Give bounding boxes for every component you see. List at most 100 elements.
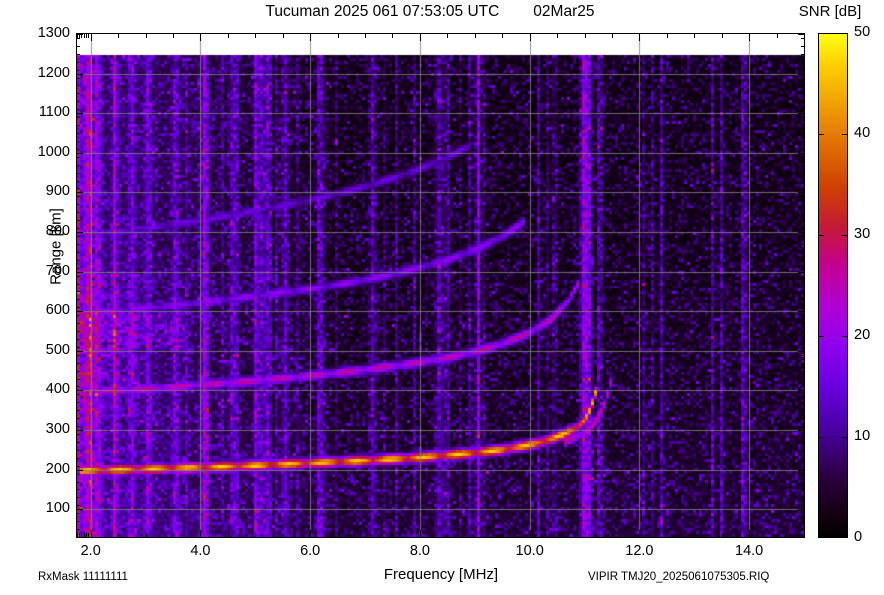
x-minor-tick: [392, 33, 394, 38]
x-minor-tick: [77, 33, 78, 38]
y-minor-tick: [76, 449, 80, 451]
x-minor-tick: [81, 33, 83, 38]
x-minor-tick: [474, 33, 476, 38]
y-minor-tick: [76, 101, 80, 103]
y-minor-tick: [801, 315, 805, 317]
colorbar-tick-label: 40: [854, 125, 871, 141]
x-minor-tick: [557, 33, 559, 38]
y-minor-tick: [76, 394, 80, 396]
y-minor-tick: [76, 212, 80, 214]
y-minor-tick: [801, 346, 805, 348]
y-minor-tick: [76, 370, 80, 372]
title-station-time: Tucuman 2025 061 07:53:05 UTC: [265, 3, 500, 20]
x-minor-tick: [118, 33, 120, 38]
x-minor-tick: [584, 33, 586, 38]
x-minor-tick: [804, 533, 805, 538]
y-minor-tick: [76, 259, 80, 261]
y-tick-mark: [76, 350, 83, 352]
x-minor-tick: [255, 33, 257, 38]
x-tick-mark: [749, 33, 751, 41]
y-minor-tick: [76, 386, 80, 388]
y-minor-tick: [76, 228, 80, 230]
y-minor-tick: [76, 362, 80, 364]
y-minor-tick: [76, 188, 80, 190]
colorbar-tick: [842, 437, 848, 438]
y-minor-tick: [801, 283, 805, 285]
y-minor-tick: [76, 85, 80, 87]
y-tick-label: 800: [45, 223, 70, 240]
y-minor-tick: [76, 513, 80, 515]
x-tick-mark: [90, 33, 92, 41]
y-minor-tick: [76, 37, 80, 39]
x-tick-mark: [310, 530, 312, 538]
y-minor-tick: [801, 69, 805, 71]
y-minor-tick: [76, 402, 80, 404]
y-tick-mark: [76, 509, 83, 511]
y-minor-tick: [801, 61, 805, 63]
y-tick-label: 900: [45, 183, 70, 200]
y-minor-tick: [76, 457, 80, 459]
y-minor-tick: [801, 125, 805, 127]
y-minor-tick: [76, 45, 80, 47]
y-minor-tick: [76, 307, 80, 309]
x-tick-mark: [529, 33, 531, 41]
y-minor-tick: [801, 354, 805, 356]
x-tick-label: 10.0: [515, 543, 544, 559]
x-minor-tick: [392, 533, 394, 538]
y-tick-mark: [798, 271, 805, 273]
y-minor-tick: [76, 93, 80, 95]
y-tick-mark: [76, 430, 83, 432]
x-axis-label: Frequency [MHz]: [383, 566, 499, 583]
ionogram-plot-area[interactable]: [76, 33, 805, 538]
x-tick-label: 14.0: [735, 543, 764, 559]
x-minor-tick: [337, 533, 339, 538]
y-tick-mark: [76, 469, 83, 471]
y-minor-tick: [801, 133, 805, 135]
x-minor-tick: [173, 33, 175, 38]
y-tick-mark: [798, 34, 805, 35]
x-tick-mark: [529, 530, 531, 538]
colorbar-title: SNR [dB]: [798, 3, 862, 20]
y-minor-tick: [76, 489, 80, 491]
x-tick-label: 8.0: [409, 543, 430, 559]
colorbar-tick: [842, 235, 848, 236]
x-minor-tick: [337, 33, 339, 38]
y-minor-tick: [801, 196, 805, 198]
y-tick-mark: [798, 152, 805, 154]
y-minor-tick: [76, 505, 80, 507]
x-minor-tick: [365, 533, 367, 538]
y-tick-label: 100: [45, 500, 70, 517]
x-minor-tick: [255, 533, 257, 538]
snr-colorbar: [818, 33, 848, 538]
x-tick-label: 2.0: [80, 543, 101, 559]
x-minor-tick: [227, 533, 229, 538]
y-minor-tick: [801, 418, 805, 420]
y-minor-tick: [76, 426, 80, 428]
y-minor-tick: [76, 529, 80, 531]
y-minor-tick: [76, 133, 80, 135]
y-minor-tick: [76, 251, 80, 253]
y-minor-tick: [801, 489, 805, 491]
y-minor-tick: [76, 434, 80, 436]
y-minor-tick: [801, 259, 805, 261]
y-minor-tick: [801, 188, 805, 190]
y-minor-tick: [801, 394, 805, 396]
y-minor-tick: [801, 331, 805, 333]
y-minor-tick: [76, 481, 80, 483]
y-tick-mark: [798, 113, 805, 115]
y-minor-tick: [801, 243, 805, 245]
y-minor-tick: [801, 497, 805, 499]
y-minor-tick: [801, 386, 805, 388]
y-tick-mark: [76, 113, 83, 115]
y-minor-tick: [76, 537, 80, 538]
y-tick-mark: [798, 469, 805, 471]
y-minor-tick: [76, 140, 80, 142]
colorbar-tick: [818, 336, 824, 337]
x-minor-tick: [77, 533, 78, 538]
y-minor-tick: [801, 370, 805, 372]
y-minor-tick: [76, 497, 80, 499]
y-minor-tick: [801, 220, 805, 222]
y-minor-tick: [801, 212, 805, 214]
y-minor-tick: [801, 140, 805, 142]
